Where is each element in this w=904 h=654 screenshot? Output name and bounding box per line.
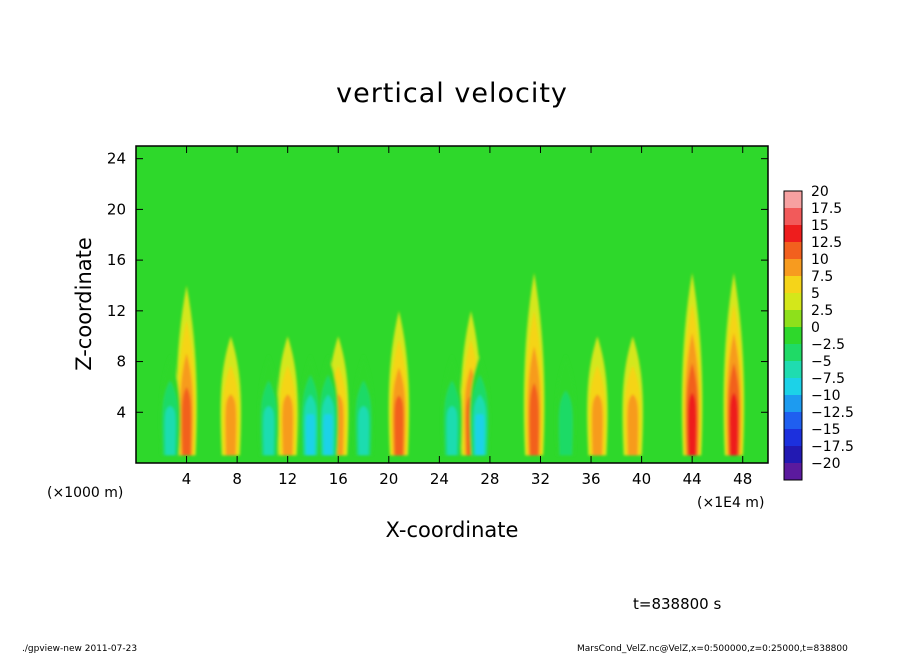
x-tick-label: 4 [182,470,192,488]
colorbar-swatch [784,191,802,208]
colorbar-label: 5 [811,286,820,302]
colorbar-label: −20 [811,456,841,472]
colorbar-label: 17.5 [811,201,842,217]
updraft-plume [282,394,294,456]
colorbar-swatch [784,242,802,259]
colorbar-swatch [784,208,802,225]
colorbar-swatch [784,225,802,242]
x-axis-ticks: 4 8 12 16 20 24 28 32 36 40 44 48 [182,146,752,488]
x-tick-label: 8 [232,470,242,488]
footer-right: MarsCond_VelZ.nc@VelZ,x=0:500000,z=0:250… [577,644,848,654]
colorbar-label: 2.5 [811,303,833,319]
colorbar: 2017.51512.5107.552.50−2.5−5−7.5−10−12.5… [783,184,854,481]
colorbar-swatch [784,327,802,344]
colorbar-swatch [784,310,802,327]
colorbar-label: −12.5 [811,405,854,421]
colorbar-label: −10 [811,388,841,404]
downdraft-plume [263,405,275,456]
colorbar-label: −17.5 [811,439,854,455]
x-tick-label: 48 [733,470,752,488]
updraft-plume [627,394,639,456]
y-axis-ticks: 4 8 12 16 20 24 [107,150,768,421]
x-tick-label: 28 [480,470,499,488]
updraft-plume [529,382,539,456]
downdraft-plume [446,405,458,456]
colorbar-label: 0 [811,320,820,336]
colorbar-label: −2.5 [811,337,845,353]
plot-frame [135,145,769,464]
colorbar-swatch [784,344,802,361]
updraft-plume [181,386,192,456]
x-tick-label: 20 [379,470,398,488]
colorbar-swatch [784,446,802,463]
chart-title: vertical velocity [336,78,568,109]
time-label: t=838800 s [633,595,721,613]
colorbar-swatch [784,259,802,276]
downdraft-plume [164,405,176,456]
colorbar-swatch [784,293,802,310]
colorbar-label: 20 [811,184,829,200]
updraft-plume [591,394,603,456]
colorbar-swatch [784,361,802,378]
x-tick-label: 44 [683,470,702,488]
colorbar-label: −5 [811,354,832,370]
colorbar-label: −7.5 [811,371,845,387]
updraft-plume [394,395,404,456]
y-tick-label: 16 [107,251,126,269]
x-tick-label: 16 [329,470,348,488]
x-axis-label: X-coordinate [386,518,519,542]
x-tick-label: 40 [632,470,651,488]
x-axis-unit-right: (×1E4 m) [697,495,764,511]
heatmap-layer [159,272,745,456]
updraft-plume [225,394,237,456]
y-tick-label: 8 [116,353,126,371]
y-tick-label: 4 [116,403,126,421]
colorbar-swatch [784,378,802,395]
x-tick-label: 36 [581,470,600,488]
y-axis-label: Z-coordinate [72,237,96,371]
updraft-plume [729,392,738,456]
colorbar-label: 12.5 [811,235,842,251]
downdraft-plume [358,405,369,456]
x-tick-label: 12 [278,470,297,488]
downdraft-plume [558,390,573,456]
x-axis-unit-left: (×1000 m) [47,485,123,501]
x-tick-label: 24 [430,470,449,488]
downdraft-plume [475,414,485,456]
footer-left: ./gpview-new 2011-07-23 [22,644,137,654]
updraft-plume [688,392,697,456]
colorbar-swatch [784,276,802,293]
x-tick-label: 32 [531,470,550,488]
colorbar-frame [783,190,803,481]
y-tick-label: 24 [107,150,126,168]
colorbar-label: 7.5 [811,269,833,285]
y-tick-label: 20 [107,200,126,218]
colorbar-swatch [784,429,802,446]
colorbar-swatch [784,463,802,480]
colorbar-label: 10 [811,252,829,268]
colorbar-label: 15 [811,218,829,234]
downdraft-plume [323,414,333,456]
y-tick-label: 12 [107,302,126,320]
colorbar-label: −15 [811,422,841,438]
colorbar-swatch [784,395,802,412]
colorbar-swatch [784,412,802,429]
downdraft-plume [305,414,316,456]
